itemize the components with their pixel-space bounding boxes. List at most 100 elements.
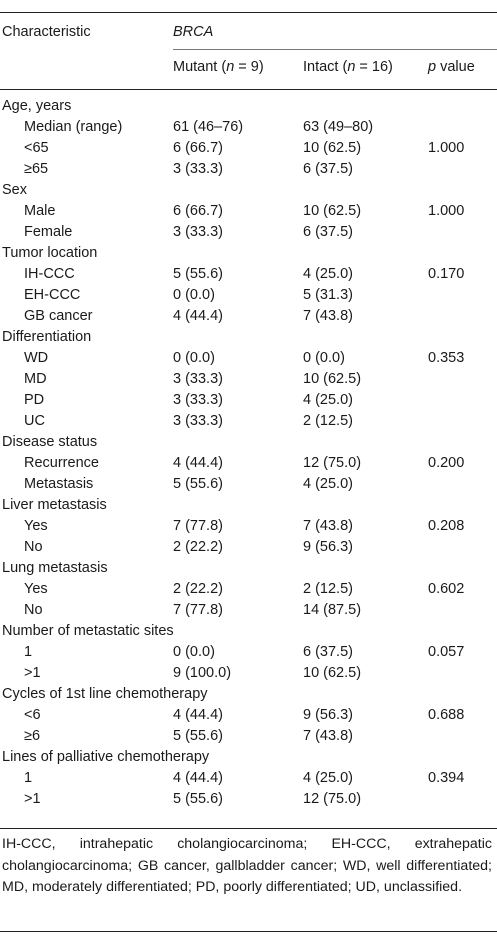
mutant-value: 3 (33.3) <box>173 224 223 240</box>
table-footnote: IH-CCC, intrahepatic cholangiocarcinoma;… <box>2 836 492 895</box>
intact-value: 4 (25.0) <box>303 476 353 492</box>
intact-value: 10 (62.5) <box>303 371 362 387</box>
row-label: >1 <box>24 665 41 681</box>
p-value: 0.208 <box>428 518 465 534</box>
row-label: <6 <box>24 707 41 723</box>
intact-value: 6 (37.5) <box>303 161 353 177</box>
category-label: Lines of palliative chemotherapy <box>2 749 210 765</box>
category-label: Differentiation <box>2 329 92 345</box>
mutant-value: 2 (22.2) <box>173 539 223 555</box>
p-value: 0.200 <box>428 455 465 471</box>
intact-value: 9 (56.3) <box>303 539 353 555</box>
mutant-value: 3 (33.3) <box>173 371 223 387</box>
mutant-value: 7 (77.8) <box>173 518 223 534</box>
footnote-bottom-rule <box>0 931 497 932</box>
intact-value: 6 (37.5) <box>303 644 353 660</box>
mutant-value: 4 (44.4) <box>173 308 223 324</box>
intact-value: 10 (62.5) <box>303 140 362 156</box>
mutant-value: 5 (55.6) <box>173 476 223 492</box>
row-label: 1 <box>24 770 33 786</box>
intact-value: 63 (49–80) <box>303 119 374 135</box>
table-top-rule <box>0 12 497 14</box>
intact-value: 7 (43.8) <box>303 728 353 744</box>
intact-value: 4 (25.0) <box>303 266 353 282</box>
header-group-underline <box>173 49 497 50</box>
intact-value: 4 (25.0) <box>303 392 353 408</box>
table-bottom-rule <box>0 828 497 829</box>
p-value: 0.688 <box>428 707 465 723</box>
mutant-value: 9 (100.0) <box>173 665 232 681</box>
row-label: No <box>24 602 43 618</box>
row-label: EH-CCC <box>24 287 81 303</box>
mutant-value: 2 (22.2) <box>173 581 223 597</box>
category-label: Sex <box>2 182 27 198</box>
p-value: 0.170 <box>428 266 465 282</box>
mutant-value: 3 (33.3) <box>173 413 223 429</box>
category-label: Number of metastatic sites <box>2 623 174 639</box>
intact-value: 6 (37.5) <box>303 224 353 240</box>
category-label: Lung metastasis <box>2 560 108 576</box>
row-label: >1 <box>24 791 41 807</box>
row-label: MD <box>24 371 47 387</box>
mutant-value: 0 (0.0) <box>173 287 215 303</box>
mutant-value: 61 (46–76) <box>173 119 244 135</box>
header-characteristic: Characteristic <box>2 24 91 40</box>
row-label: Recurrence <box>24 455 99 471</box>
intact-value: 14 (87.5) <box>303 602 362 618</box>
category-label: Tumor location <box>2 245 98 261</box>
row-label: WD <box>24 350 49 366</box>
category-label: Liver metastasis <box>2 497 107 513</box>
mutant-value: 5 (55.6) <box>173 728 223 744</box>
intact-value: 7 (43.8) <box>303 308 353 324</box>
intact-value: 2 (12.5) <box>303 413 353 429</box>
mutant-value: 6 (66.7) <box>173 203 223 219</box>
intact-value: 12 (75.0) <box>303 455 362 471</box>
intact-value: 10 (62.5) <box>303 665 362 681</box>
intact-value: 5 (31.3) <box>303 287 353 303</box>
intact-value: 0 (0.0) <box>303 350 345 366</box>
header-intact: Intact (n = 16) <box>303 59 393 75</box>
mutant-value: 7 (77.8) <box>173 602 223 618</box>
mutant-value: 3 (33.3) <box>173 161 223 177</box>
mutant-value: 0 (0.0) <box>173 350 215 366</box>
intact-value: 12 (75.0) <box>303 791 362 807</box>
row-label: GB cancer <box>24 308 93 324</box>
mutant-value: 3 (33.3) <box>173 392 223 408</box>
row-label: Metastasis <box>24 476 94 492</box>
row-label: ≥6 <box>24 728 41 744</box>
header-bottom-rule <box>0 89 497 90</box>
row-label: IH-CCC <box>24 266 75 282</box>
intact-value: 4 (25.0) <box>303 770 353 786</box>
p-value: 1.000 <box>428 140 465 156</box>
row-label: Yes <box>24 581 48 597</box>
row-label: 1 <box>24 644 33 660</box>
mutant-value: 4 (44.4) <box>173 707 223 723</box>
mutant-value: 4 (44.4) <box>173 455 223 471</box>
row-label: No <box>24 539 43 555</box>
header-brca-group: BRCA <box>173 24 214 40</box>
p-value: 0.602 <box>428 581 465 597</box>
category-label: Age, years <box>2 98 72 114</box>
p-value: 0.057 <box>428 644 465 660</box>
p-value: 0.394 <box>428 770 465 786</box>
mutant-value: 5 (55.6) <box>173 791 223 807</box>
row-label: Male <box>24 203 56 219</box>
category-label: Disease status <box>2 434 98 450</box>
row-label: PD <box>24 392 45 408</box>
header-mutant: Mutant (n = 9) <box>173 59 264 75</box>
intact-value: 2 (12.5) <box>303 581 353 597</box>
row-label: UC <box>24 413 45 429</box>
mutant-value: 5 (55.6) <box>173 266 223 282</box>
mutant-value: 0 (0.0) <box>173 644 215 660</box>
intact-value: 9 (56.3) <box>303 707 353 723</box>
category-label: Cycles of 1st line chemotherapy <box>2 686 208 702</box>
row-label: ≥65 <box>24 161 49 177</box>
row-label: Female <box>24 224 73 240</box>
row-label: Median (range) <box>24 119 123 135</box>
mutant-value: 6 (66.7) <box>173 140 223 156</box>
intact-value: 10 (62.5) <box>303 203 362 219</box>
row-label: Yes <box>24 518 48 534</box>
row-label: <65 <box>24 140 49 156</box>
p-value: 1.000 <box>428 203 465 219</box>
